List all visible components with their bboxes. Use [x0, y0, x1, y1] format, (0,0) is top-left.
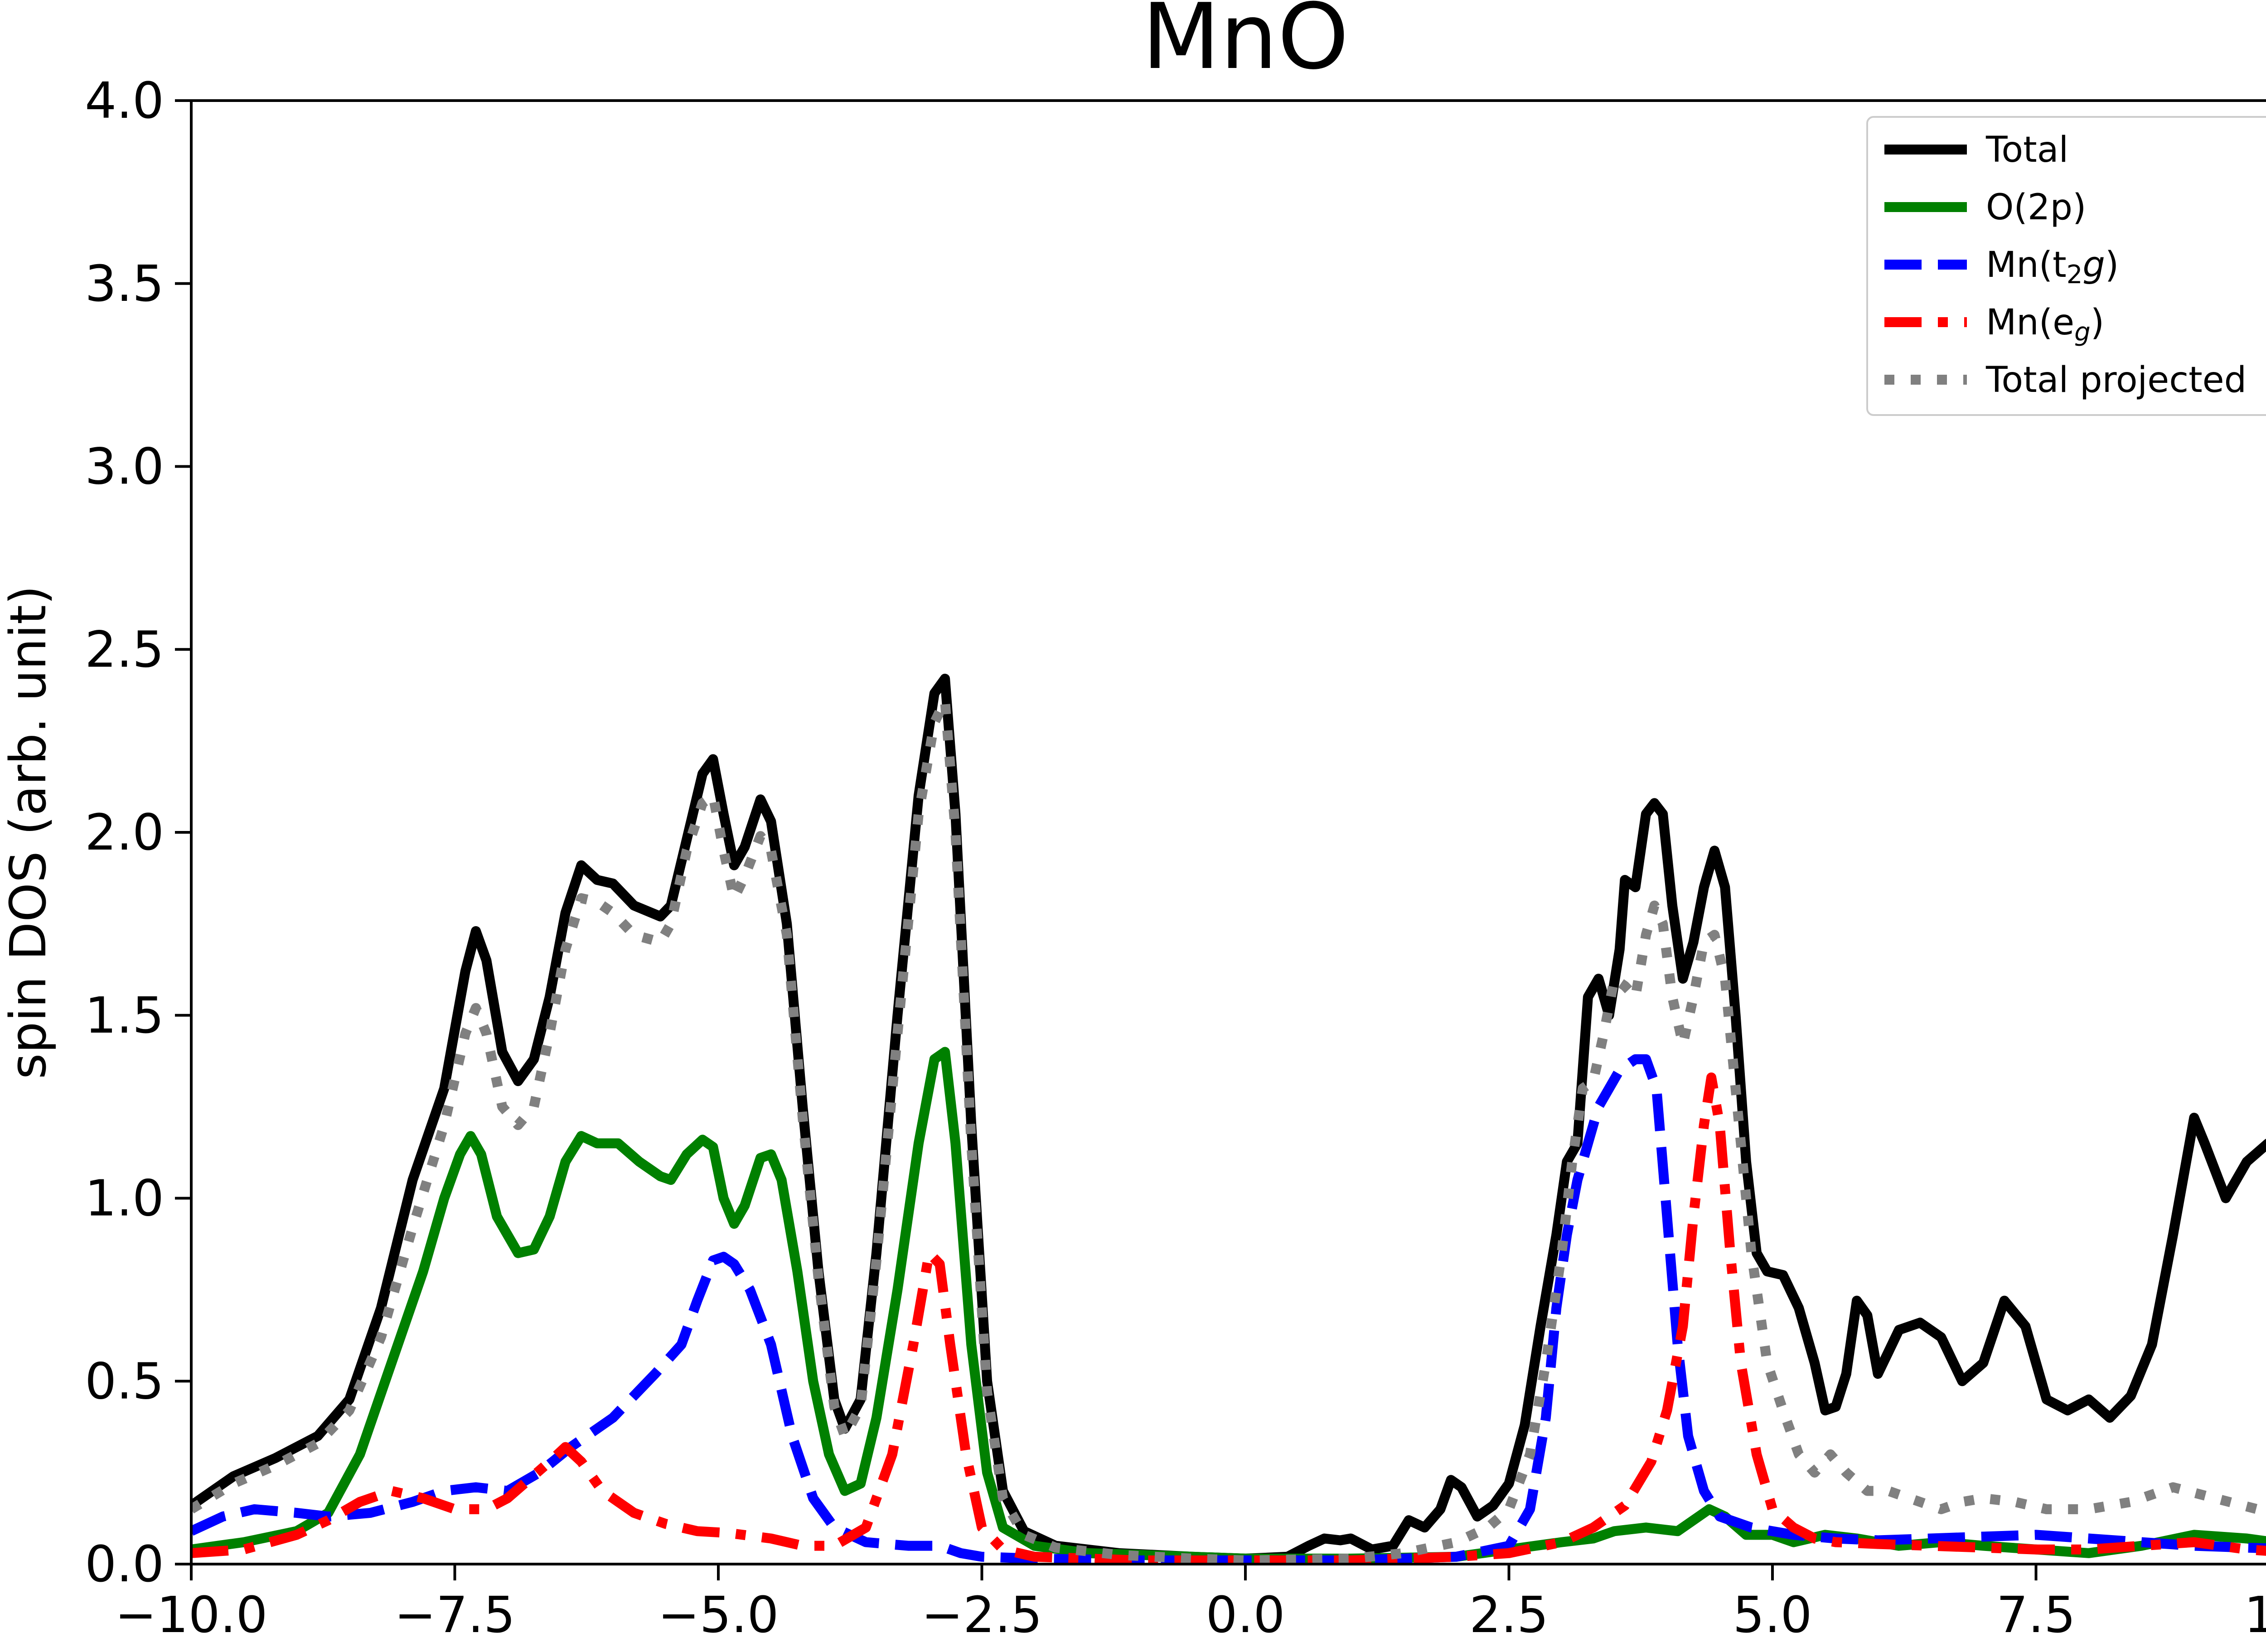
x-tick-label: 7.5 — [1996, 1586, 2076, 1644]
y-tick-label: 3.5 — [85, 255, 164, 313]
y-axis: 0.0 0.5 1.0 1.5 2.0 2.5 3.0 3.5 4.0 — [85, 72, 191, 1593]
x-tick-label: 2.5 — [1469, 1586, 1549, 1644]
y-axis-label: spin DOS (arb. unit) — [0, 585, 57, 1079]
x-tick-label: −2.5 — [921, 1586, 1042, 1644]
legend: Total O(2p) Mn(t2g) Mn(eg) Total project… — [1866, 116, 2266, 416]
y-tick-label: 1.0 — [85, 1169, 164, 1227]
y-tick-label: 4.0 — [85, 72, 164, 130]
legend-handles — [1884, 145, 1967, 385]
series-line-total — [191, 673, 2266, 1564]
legend-label-o2p: O(2p) — [1986, 187, 2086, 228]
series-line-mn-t2g — [191, 1054, 2266, 1564]
x-tick-label: −5.0 — [658, 1586, 779, 1644]
series-layer — [191, 673, 2266, 1564]
series-line-mn-eg — [191, 1072, 2266, 1564]
x-tick-label: 10.0 — [2244, 1586, 2266, 1644]
y-tick-label: 0.5 — [85, 1352, 164, 1410]
x-tick-label: 0.0 — [1206, 1586, 1285, 1644]
y-tick-label: 2.0 — [85, 803, 164, 861]
legend-label-mn-eg: Mn(eg) — [1986, 302, 2104, 347]
legend-box — [1866, 116, 2266, 416]
y-tick-label: 3.0 — [85, 438, 164, 496]
x-tick-label: −10.0 — [115, 1586, 267, 1644]
series-line-total-projected — [191, 696, 2266, 1564]
chart-title: MnO — [1142, 0, 1349, 90]
legend-label-mn-t2g: Mn(t2g) — [1986, 245, 2119, 290]
legend-label-total-projected: Total projected — [1985, 360, 2247, 401]
y-tick-label: 2.5 — [85, 620, 164, 678]
legend-label-total: Total — [1985, 130, 2068, 170]
y-tick-label: 1.5 — [85, 986, 164, 1044]
y-tick-label: 0.0 — [85, 1535, 164, 1593]
x-tick-label: −7.5 — [394, 1586, 515, 1644]
x-tick-label: 5.0 — [1733, 1586, 1812, 1644]
x-axis: −10.0 −7.5 −5.0 −2.5 0.0 2.5 5.0 7.5 10.0 — [115, 1564, 2266, 1644]
